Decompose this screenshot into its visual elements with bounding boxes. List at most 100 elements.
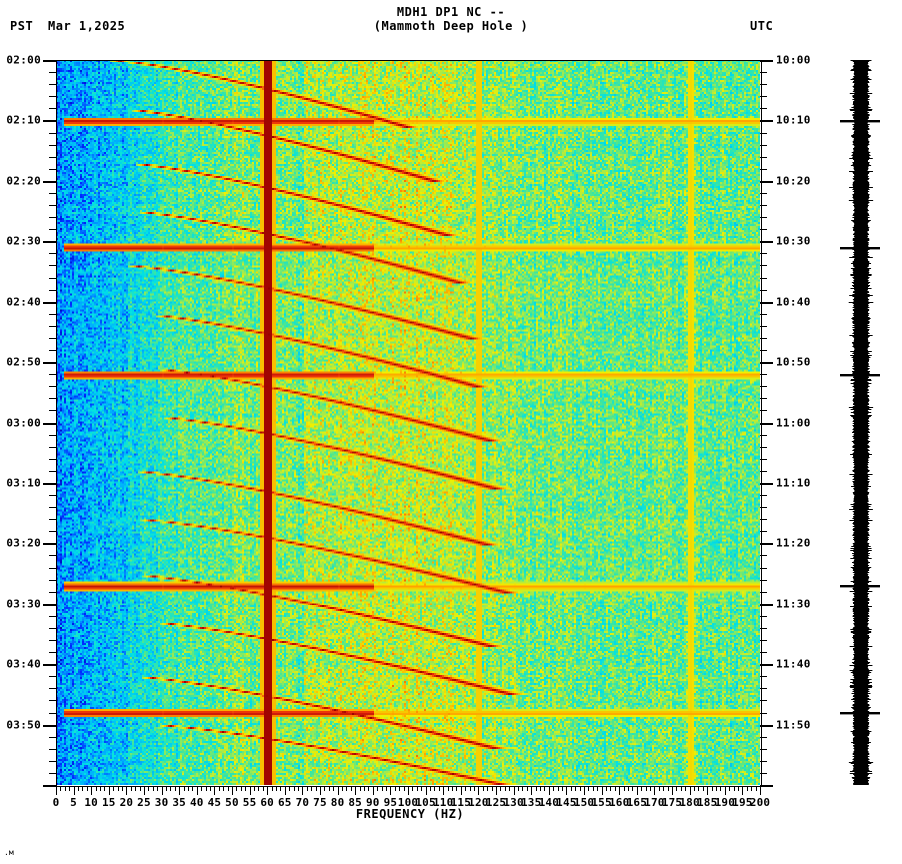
freq-axis-label: 65 [277, 796, 292, 809]
left-axis-minor-tick [49, 265, 56, 267]
freq-axis-major-tick [548, 786, 550, 795]
right-axis-minor-tick [760, 772, 767, 774]
freq-axis-minor-tick [69, 786, 71, 791]
freq-axis-major-tick [249, 786, 251, 795]
freq-axis-minor-tick [667, 786, 669, 791]
left-axis-minor-tick [49, 700, 56, 702]
freq-axis-minor-tick [95, 786, 97, 791]
left-axis-minor-tick [49, 676, 56, 678]
freq-axis-major-tick [232, 786, 233, 795]
freq-axis-minor-tick [113, 786, 115, 791]
freq-axis-minor-tick [183, 786, 185, 791]
freq-axis-major-tick [601, 786, 603, 795]
freq-axis-minor-tick [315, 786, 317, 791]
freq-axis-label: 35 [172, 796, 187, 809]
freq-axis-minor-tick [702, 786, 704, 791]
freq-axis-major-tick [267, 786, 269, 795]
left-axis-minor-tick [49, 615, 56, 617]
right-axis-label: 10:50 [776, 355, 811, 369]
freq-axis-label: 25 [137, 796, 151, 809]
freq-axis-minor-tick [64, 786, 66, 791]
left-axis-minor-tick [49, 688, 56, 690]
left-axis-minor-tick [49, 374, 56, 376]
freq-axis-minor-tick [650, 786, 651, 791]
right-axis-minor-tick [760, 700, 767, 702]
freq-axis-label: 170 [644, 796, 665, 809]
freq-axis-minor-tick [641, 786, 643, 791]
freq-axis-minor-tick [218, 786, 220, 791]
right-axis-major-tick [760, 785, 773, 787]
freq-axis-minor-tick [394, 786, 396, 791]
freq-axis-minor-tick [729, 786, 731, 791]
right-axis-minor-tick [760, 591, 767, 593]
right-axis-minor-tick [760, 676, 767, 678]
freq-axis-minor-tick [557, 786, 559, 791]
freq-axis-label: 20 [119, 796, 134, 809]
freq-axis-major-tick [496, 786, 497, 795]
right-axis-major-tick [760, 241, 773, 244]
freq-axis-label: 75 [313, 796, 327, 809]
freq-axis-minor-tick [271, 786, 273, 791]
left-axis-major-tick [43, 785, 56, 787]
left-axis-minor-tick [49, 205, 56, 206]
freq-axis-label: 190 [714, 796, 736, 809]
freq-axis-label: 175 [661, 796, 683, 809]
freq-axis-minor-tick [368, 786, 370, 791]
right-axis-label: 10:10 [776, 113, 811, 127]
freq-axis-minor-tick [575, 786, 577, 791]
freq-axis-minor-tick [518, 786, 519, 791]
spectrogram-canvas [56, 60, 760, 785]
right-axis-minor-tick [760, 446, 767, 448]
freq-axis-minor-tick [78, 786, 79, 791]
freq-axis-minor-tick [100, 786, 101, 791]
freq-axis-major-tick [408, 786, 409, 795]
freq-axis-minor-tick [104, 786, 106, 791]
right-axis-minor-tick [760, 313, 767, 315]
right-axis-minor-tick [760, 652, 767, 654]
freq-axis-major-tick [144, 786, 145, 795]
right-axis-minor-tick [760, 144, 767, 146]
right-axis-minor-tick [760, 96, 767, 98]
freq-axis-minor-tick [280, 786, 282, 791]
right-axis-minor-tick [760, 555, 767, 557]
right-axis-minor-tick [760, 229, 767, 231]
freq-axis-label: 155 [591, 796, 612, 809]
left-axis-minor-tick [49, 96, 56, 98]
freq-axis-minor-tick [456, 786, 458, 791]
left-axis-label: 02:40 [6, 295, 41, 309]
freq-axis-minor-tick [469, 786, 471, 791]
right-axis-minor-tick [760, 434, 767, 436]
left-axis-minor-tick [49, 458, 56, 460]
right-axis-minor-tick [760, 470, 767, 472]
freq-axis-minor-tick [522, 786, 524, 791]
spectrogram-plot[interactable] [56, 60, 760, 785]
freq-axis-major-tick [689, 786, 691, 795]
freq-axis-minor-tick [148, 786, 150, 791]
freq-axis-minor-tick [685, 786, 687, 791]
freq-axis-minor-tick [535, 786, 537, 791]
freq-axis-minor-tick [364, 786, 365, 791]
right-axis-label: 10:20 [776, 174, 811, 188]
left-axis-minor-tick [49, 495, 56, 496]
freq-axis-label: 140 [538, 796, 560, 809]
left-axis-major-tick [43, 482, 56, 485]
right-axis-major-tick [760, 603, 773, 606]
freq-axis-minor-tick [386, 786, 387, 791]
freq-axis-minor-tick [645, 786, 647, 791]
station-title-line2: (Mammoth Deep Hole ) [373, 19, 529, 33]
right-axis-major-tick [760, 543, 773, 546]
freq-axis-label: 135 [520, 796, 542, 809]
right-axis-minor-tick [760, 688, 767, 690]
date-label: Mar 1,2025 [48, 19, 126, 33]
left-axis-minor-tick [49, 168, 56, 170]
freq-axis-label: 195 [732, 796, 753, 809]
freq-axis-minor-tick [570, 786, 572, 791]
freq-axis-major-tick [126, 786, 128, 795]
left-axis-minor-tick [49, 712, 56, 714]
left-axis-major-tick [43, 180, 56, 183]
freq-axis-minor-tick [504, 786, 506, 791]
right-axis-minor-tick [760, 567, 767, 569]
left-axis-minor-tick [49, 470, 56, 472]
freq-axis-minor-tick [434, 786, 436, 791]
freq-axis-label: 145 [556, 796, 577, 809]
